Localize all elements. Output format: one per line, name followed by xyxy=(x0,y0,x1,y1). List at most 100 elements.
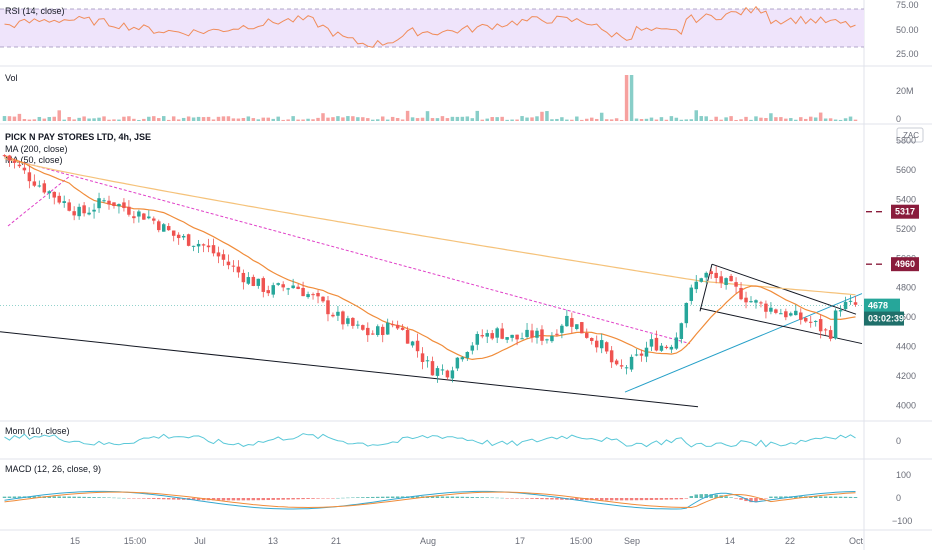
candles xyxy=(2,154,858,383)
volume-bar xyxy=(132,118,136,121)
candle-body xyxy=(371,333,375,335)
macd-hist-bar xyxy=(62,496,66,498)
candle-body xyxy=(590,338,594,341)
macd-hist-bar xyxy=(555,498,559,500)
candle-body xyxy=(2,155,7,157)
flag-upper xyxy=(711,263,857,315)
volume-bar xyxy=(112,119,116,121)
candle-body xyxy=(211,245,216,254)
volume-bar xyxy=(535,116,539,121)
candle-body xyxy=(853,302,858,305)
macd-hist-bar xyxy=(196,498,201,501)
candle-body xyxy=(664,346,669,349)
candle-body xyxy=(460,357,465,360)
candle-body xyxy=(669,346,674,350)
candle-body xyxy=(465,352,470,358)
macd-hist-bar xyxy=(191,498,196,501)
volume-bar xyxy=(614,118,619,121)
candle-body xyxy=(276,283,280,285)
macd-hist-bar xyxy=(440,496,445,498)
macd-hist-bar xyxy=(331,498,335,499)
mom-label[interactable]: Mom (10, close) xyxy=(5,426,70,436)
volume-bar xyxy=(286,119,290,121)
volume-bar xyxy=(624,75,629,121)
candle-body xyxy=(410,341,415,346)
volume-bar xyxy=(196,116,201,121)
volume-bar xyxy=(649,117,654,121)
candle-body xyxy=(266,290,270,294)
mom-line xyxy=(4,433,856,448)
macd-hist-bar xyxy=(390,496,395,498)
volume-bar xyxy=(107,119,111,121)
price-badge-text: 4960 xyxy=(895,259,915,269)
volume-bar xyxy=(331,117,335,121)
macd-hist-bar xyxy=(266,498,270,501)
candle-body xyxy=(789,313,793,316)
price-badge xyxy=(891,204,919,219)
volume-bar xyxy=(2,116,7,121)
volume-bar xyxy=(22,119,27,121)
volume-bar xyxy=(679,119,684,121)
macd-hist-bar xyxy=(311,498,315,499)
volume-bar xyxy=(241,117,246,121)
volume-bar xyxy=(201,117,206,121)
candle-body xyxy=(699,278,703,282)
macd-hist-bar xyxy=(67,496,71,498)
candle-body xyxy=(649,339,654,347)
macd-hist-bar xyxy=(624,498,629,501)
volume-bar xyxy=(316,117,320,121)
rsi-label[interactable]: RSI (14, close) xyxy=(5,6,65,16)
volume-bar xyxy=(540,111,544,121)
volume-bar xyxy=(281,119,285,121)
candle-body xyxy=(749,301,753,303)
volume-bar xyxy=(754,116,758,121)
volume-bar xyxy=(376,119,380,121)
candle-body xyxy=(679,323,684,339)
candle-body xyxy=(57,195,61,203)
time-tick: 21 xyxy=(331,536,341,546)
macd-hist-bar xyxy=(575,498,579,501)
mom-tick: 0 xyxy=(896,436,901,446)
macd-hist-bar xyxy=(490,497,494,499)
candle-body xyxy=(12,160,17,163)
volume-bar xyxy=(336,116,340,121)
candle-body xyxy=(515,334,519,340)
macd-hist-bar xyxy=(127,498,131,499)
macd-hist-bar xyxy=(400,496,405,498)
volume-bar xyxy=(400,119,405,121)
ma200-label[interactable]: MA (200, close) xyxy=(5,144,68,154)
candle-body xyxy=(614,360,619,365)
macd-hist-bar xyxy=(545,498,549,500)
candle-body xyxy=(356,324,360,326)
candle-body xyxy=(376,326,380,336)
candle-body xyxy=(321,296,325,302)
macd-hist-bar xyxy=(540,498,544,500)
macd-tick: 100 xyxy=(896,470,911,480)
symbol-title[interactable]: PICK N PAY STORES LTD, 4h, JSE xyxy=(5,132,151,142)
candle-body xyxy=(291,285,295,289)
volume-bar xyxy=(216,116,221,121)
macd-hist-bar xyxy=(594,498,599,501)
macd-hist-bar xyxy=(57,496,61,498)
volume-bar xyxy=(395,118,400,121)
volume-bar xyxy=(405,110,410,121)
macd-hist-bar xyxy=(415,496,420,498)
volume-bar xyxy=(848,116,853,121)
volume-bar xyxy=(147,116,151,121)
macd-hist-bar xyxy=(604,498,609,501)
vol-label[interactable]: Vol xyxy=(5,73,18,83)
currency-badge[interactable] xyxy=(896,127,924,143)
macd-hist-bar xyxy=(281,498,285,500)
volume-bar xyxy=(828,118,833,121)
volume-bar xyxy=(515,119,519,121)
volume-bar xyxy=(594,118,599,121)
volume-bar xyxy=(485,118,489,121)
ma50-label[interactable]: MA (50, close) xyxy=(5,155,63,165)
macd-label[interactable]: MACD (12, 26, close, 9) xyxy=(5,464,101,474)
macd-hist-bar xyxy=(818,496,823,498)
candle-body xyxy=(629,356,634,370)
macd-hist-bar xyxy=(465,496,470,498)
volume-bar xyxy=(759,117,763,121)
macd-hist-bar xyxy=(774,496,778,498)
candle-body xyxy=(92,209,96,212)
